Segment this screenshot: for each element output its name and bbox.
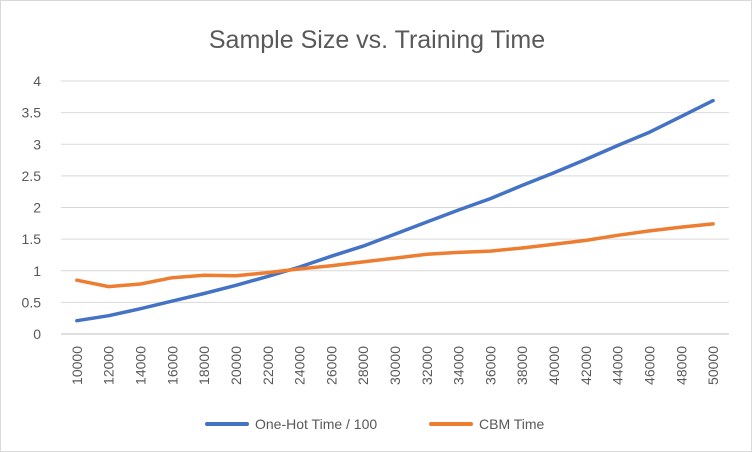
x-tick-label: 42000 <box>578 346 594 385</box>
legend: One-Hot Time / 100 CBM Time <box>205 416 545 432</box>
x-tick-label: 50000 <box>705 346 721 385</box>
chart-title: Sample Size vs. Training Time <box>209 26 545 54</box>
x-tick-label: 48000 <box>673 346 689 385</box>
x-tick-label: 46000 <box>641 346 657 385</box>
y-tick-label: 2.5 <box>22 168 42 184</box>
y-tick-label: 3.5 <box>22 105 42 121</box>
x-tick-label: 14000 <box>133 346 149 385</box>
series-lines <box>75 98 715 323</box>
series-line-2 <box>75 222 715 289</box>
y-tick-label: 1 <box>33 263 41 279</box>
gridlines <box>61 80 729 335</box>
y-tick-label: 2 <box>33 200 41 216</box>
y-axis-ticks: 0 0.5 1 1.5 2 2.5 3 3.5 4 <box>22 73 42 342</box>
y-tick-label: 1.5 <box>22 231 42 247</box>
x-tick-label: 38000 <box>514 346 530 385</box>
x-tick-label: 16000 <box>164 346 180 385</box>
y-tick-label: 3 <box>33 136 41 152</box>
x-tick-label: 28000 <box>355 346 371 385</box>
x-tick-label: 30000 <box>387 346 403 385</box>
legend-label: One-Hot Time / 100 <box>255 416 377 432</box>
series-line-1 <box>75 98 715 323</box>
x-tick-label: 10000 <box>69 346 85 385</box>
x-tick-label: 24000 <box>292 346 308 385</box>
x-axis-ticks: 10000 12000 14000 16000 18000 20000 22000 24000… <box>69 346 721 385</box>
x-tick-label: 32000 <box>419 346 435 385</box>
x-tick-label: 20000 <box>228 346 244 385</box>
x-tick-label: 40000 <box>546 346 562 385</box>
y-tick-label: 0 <box>33 326 41 342</box>
x-tick-label: 34000 <box>451 346 467 385</box>
y-tick-label: 4 <box>33 73 41 89</box>
y-tick-label: 0.5 <box>22 294 42 310</box>
x-tick-label: 22000 <box>260 346 276 385</box>
x-tick-label: 44000 <box>610 346 626 385</box>
x-tick-label: 26000 <box>323 346 339 385</box>
x-tick-label: 36000 <box>482 346 498 385</box>
legend-label: CBM Time <box>479 416 545 432</box>
x-tick-label: 18000 <box>196 346 212 385</box>
x-tick-label: 12000 <box>101 346 117 385</box>
